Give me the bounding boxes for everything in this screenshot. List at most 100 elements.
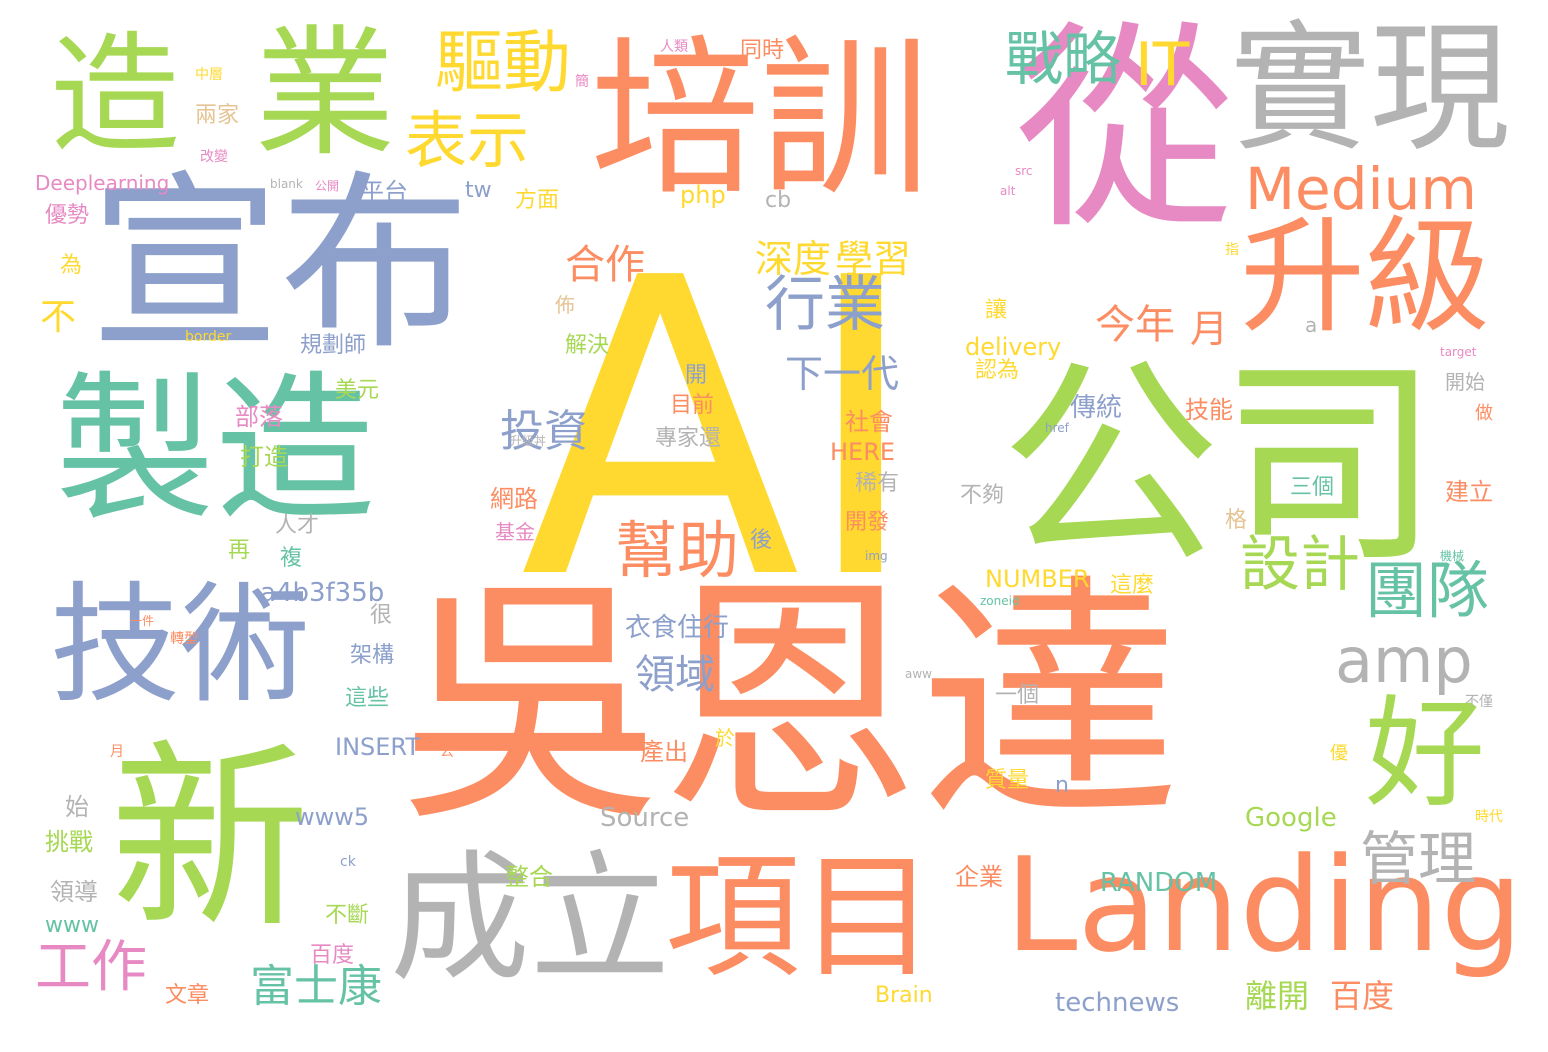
word-49: Deeplearning [35,171,170,195]
word-14: 技術 [50,569,311,721]
word-80: 三個 [1290,475,1335,500]
word-73: 稀有 [855,471,900,496]
word-19: 驅動 [435,24,572,103]
word-112: blank [270,177,303,191]
word-117: zoneid [980,594,1020,608]
word-78: 格 [1225,508,1248,533]
word-118: ck [340,854,356,870]
word-77: 不夠 [960,483,1005,508]
word-24: 幫助 [615,514,740,587]
word-57: 平台 [360,178,408,206]
word-54: cb [765,188,792,213]
word-109: 優 [1330,743,1348,764]
word-27: 設計 [1240,530,1360,600]
word-115: href [1045,421,1069,435]
word-129: 月 [110,744,124,760]
word-101: 後 [750,528,773,553]
word-131: 一件 [130,614,155,628]
word-42: Google [1245,803,1337,833]
word-123: 簡 [575,74,589,90]
word-86: 質量 [985,768,1030,793]
word-70: 專家還 [655,426,722,451]
word-39: 百度 [1330,977,1395,1015]
word-32: 月 [1190,307,1229,351]
word-47: delivery [965,333,1062,361]
word-58: 方面 [515,188,560,213]
word-2: 宣布 [90,154,471,375]
word-52: HERE [830,438,896,466]
word-28: 工作 [35,935,147,1000]
word-103: 始 [65,793,89,821]
word-4: 從 [1015,2,1236,258]
word-63: 打造 [240,443,288,471]
word-113: src [1015,164,1033,178]
word-100: 這麼 [1110,573,1155,598]
word-60: 規劃師 [300,333,367,358]
word-65: 再 [228,538,251,563]
word-96: 兩家 [195,103,240,128]
word-68: 基金 [495,520,535,544]
word-16: 好 [1365,685,1485,824]
word-33: 合作 [565,242,645,288]
word-43: a4b3f35b [260,578,385,608]
word-81: 衣食住行 [625,613,730,643]
word-35: 學習 [835,237,912,281]
word-51: php [680,181,726,209]
word-0: AI [520,191,922,669]
word-127: 指 [1225,242,1239,258]
word-74: 開發 [845,510,890,535]
word-102: 很 [370,603,393,628]
word-108: 於 [715,726,735,750]
word-98: 讓 [985,298,1008,323]
word-66: 複 [280,546,303,571]
word-97: 認為 [975,358,1020,383]
word-41: Source [600,803,690,833]
word-111: border [185,329,232,345]
word-34: 深度 [755,237,832,281]
word-110: 佈 [555,293,575,317]
word-8: 實現 [1230,8,1511,171]
word-85: 產出 [640,738,688,766]
word-82: 架構 [350,643,395,668]
word-122: 改變 [200,149,228,165]
word-72: 社會 [845,408,893,436]
word-69: 目前 [670,393,715,418]
word-29: 富士康 [250,961,382,1012]
word-62: 部落 [235,403,283,431]
word-106: n [1055,773,1069,798]
word-88: 企業 [955,863,1003,891]
word-87: 整合 [505,863,553,891]
word-91: 不斷 [325,903,370,928]
word-56: 不 [40,297,77,338]
word-20: 戰略 [1005,25,1122,93]
word-104: 同時 [740,38,785,63]
word-11: Landing [1005,829,1524,981]
word-116: target [1440,345,1477,359]
word-30: 投資 [500,406,588,457]
word-53: www [45,913,99,938]
word-119: img [865,549,888,563]
word-12: 成立 [390,838,671,1001]
word-114: alt [1000,184,1016,198]
word-7: 新 [110,723,311,956]
word-15: 升級 [1240,205,1490,350]
word-83: 這些 [345,686,390,711]
word-55: tw [465,178,492,203]
word-133: 時代 [1475,809,1503,825]
word-128: 升級丼 [510,434,547,448]
word-26: 管理 [1360,825,1477,893]
word-92: 百度 [310,943,355,968]
word-37: 領域 [635,652,715,698]
word-50: Brain [875,983,933,1008]
word-93: 文章 [165,983,210,1008]
word-75: 傳統 [1070,393,1123,423]
word-67: 網路 [490,485,538,513]
word-130: 公 [440,744,454,760]
word-18: amp [1335,624,1473,697]
word-40: technews [1055,988,1180,1018]
word-38: 離開 [1245,977,1310,1015]
word-9: 業 [255,13,396,176]
word-59: 解決 [565,333,610,358]
word-10: 造 [50,19,181,171]
